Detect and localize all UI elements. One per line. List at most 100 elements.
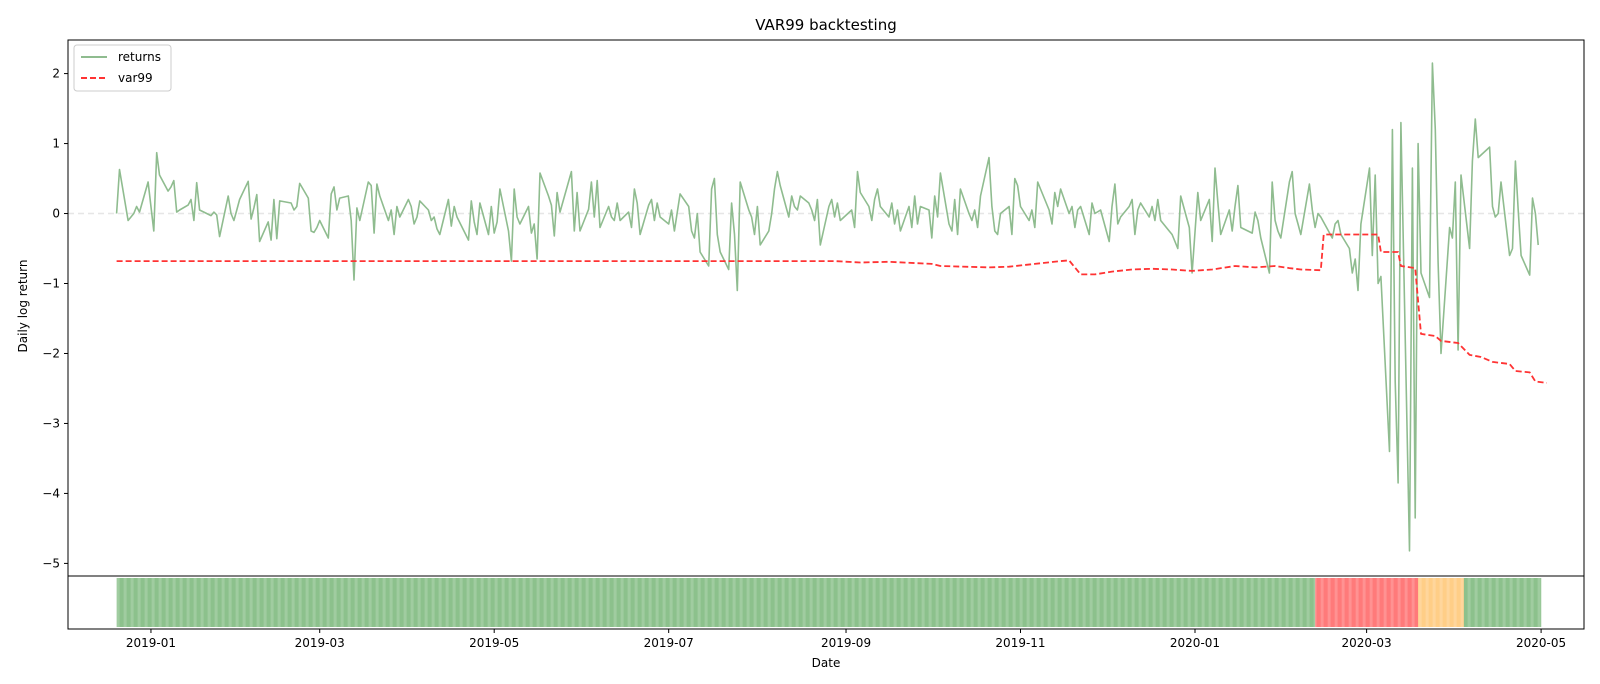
strip-texture	[1110, 578, 1114, 627]
strip-texture	[641, 578, 645, 627]
strip-texture	[228, 578, 232, 627]
strip-texture	[1474, 578, 1478, 627]
strip-texture	[1439, 578, 1443, 627]
strip-texture	[753, 578, 757, 627]
strip-texture	[1166, 578, 1170, 627]
strip-texture	[1418, 578, 1422, 627]
x-tick-label: 2019-01	[126, 636, 176, 650]
strip-texture	[802, 578, 806, 627]
strip-texture	[795, 578, 799, 627]
strip-texture	[949, 578, 953, 627]
strip-texture	[263, 578, 267, 627]
y-tick-label: 0	[52, 207, 60, 221]
strip-texture	[424, 578, 428, 627]
strip-texture	[1138, 578, 1142, 627]
strip-texture	[1411, 578, 1415, 627]
strip-texture	[1467, 578, 1471, 627]
strip-texture	[704, 578, 708, 627]
y-axis-label: Daily log return	[16, 260, 30, 353]
strip-texture	[480, 578, 484, 627]
strip-texture	[193, 578, 197, 627]
strip-texture	[466, 578, 470, 627]
strip-texture	[1005, 578, 1009, 627]
strip-texture	[214, 578, 218, 627]
strip-texture	[1061, 578, 1065, 627]
strip-texture	[1019, 578, 1023, 627]
strip-texture	[984, 578, 988, 627]
strip-texture	[1537, 578, 1541, 627]
strip-texture	[333, 578, 337, 627]
strip-texture	[921, 578, 925, 627]
strip-texture	[1208, 578, 1212, 627]
strip-texture	[907, 578, 911, 627]
strip-texture	[389, 578, 393, 627]
x-tick-label: 2019-03	[295, 636, 345, 650]
strip-texture	[1173, 578, 1177, 627]
strip-texture	[1131, 578, 1135, 627]
strip-texture	[375, 578, 379, 627]
strip-texture	[543, 578, 547, 627]
strip-texture	[1446, 578, 1450, 627]
strip-texture	[557, 578, 561, 627]
strip-texture	[340, 578, 344, 627]
strip-texture	[158, 578, 162, 627]
strip-texture	[1530, 578, 1534, 627]
strip-texture	[172, 578, 176, 627]
strip-texture	[1404, 578, 1408, 627]
strip-texture	[207, 578, 211, 627]
strip-texture	[487, 578, 491, 627]
strip-texture	[1355, 578, 1359, 627]
strip-texture	[1509, 578, 1513, 627]
strip-texture	[711, 578, 715, 627]
strip-texture	[312, 578, 316, 627]
strip-texture	[781, 578, 785, 627]
legend-label-var99: var99	[118, 71, 153, 85]
strip-texture	[620, 578, 624, 627]
strip-texture	[1334, 578, 1338, 627]
strip-texture	[1040, 578, 1044, 627]
strip-texture	[963, 578, 967, 627]
strip-texture	[1369, 578, 1373, 627]
strip-texture	[592, 578, 596, 627]
strip-texture	[970, 578, 974, 627]
strip-texture	[718, 578, 722, 627]
strip-texture	[1152, 578, 1156, 627]
strip-texture	[830, 578, 834, 627]
strip-texture	[403, 578, 407, 627]
strip-texture	[249, 578, 253, 627]
strip-texture	[809, 578, 813, 627]
strip-texture	[431, 578, 435, 627]
strip-texture	[627, 578, 631, 627]
strip-texture	[1159, 578, 1163, 627]
strip-texture	[977, 578, 981, 627]
strip-texture	[998, 578, 1002, 627]
strip-texture	[438, 578, 442, 627]
strip-texture	[1285, 578, 1289, 627]
strip-texture	[697, 578, 701, 627]
strip-texture	[739, 578, 743, 627]
strip-texture	[319, 578, 323, 627]
strip-texture	[767, 578, 771, 627]
strip-texture	[1117, 578, 1121, 627]
strip-texture	[221, 578, 225, 627]
strip-texture	[746, 578, 750, 627]
strip-texture	[1502, 578, 1506, 627]
strip-texture	[1229, 578, 1233, 627]
strip-texture	[935, 578, 939, 627]
x-tick-label: 2019-11	[995, 636, 1045, 650]
y-tick-label: 2	[52, 67, 60, 81]
strip-texture	[1054, 578, 1058, 627]
strip-texture	[893, 578, 897, 627]
strip-texture	[396, 578, 400, 627]
strip-texture	[1012, 578, 1016, 627]
strip-texture	[361, 578, 365, 627]
strip-texture	[1348, 578, 1352, 627]
strip-texture	[900, 578, 904, 627]
strip-texture	[914, 578, 918, 627]
strip-segment-exception	[1315, 578, 1419, 627]
strip-texture	[1187, 578, 1191, 627]
strip-texture	[1243, 578, 1247, 627]
series-line-returns	[115, 62, 1539, 552]
strip-texture	[1362, 578, 1366, 627]
